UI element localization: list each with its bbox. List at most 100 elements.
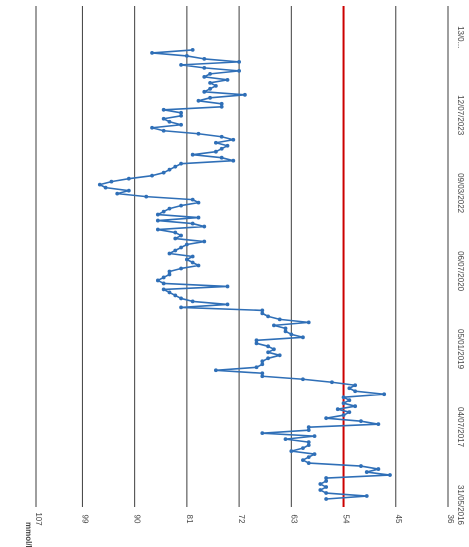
y-tick-label: 45	[394, 515, 403, 524]
data-point	[254, 365, 259, 370]
data-point	[301, 458, 305, 462]
data-point	[190, 254, 195, 259]
data-point	[219, 104, 224, 109]
data-point	[208, 86, 212, 91]
data-point	[179, 113, 183, 118]
data-point	[161, 170, 166, 175]
data-point	[190, 260, 195, 265]
data-point	[167, 167, 172, 172]
y-tick-label: 63	[289, 515, 298, 524]
data-point	[219, 155, 224, 160]
data-point	[190, 299, 195, 304]
data-point	[225, 284, 230, 289]
data-point	[155, 227, 160, 232]
data-point	[306, 320, 311, 325]
data-point	[260, 359, 265, 364]
data-point	[324, 476, 329, 480]
data-point	[341, 401, 346, 406]
data-point	[202, 74, 207, 79]
data-point	[353, 404, 358, 409]
y-tick-label: 81	[185, 515, 194, 524]
data-point	[202, 65, 207, 70]
data-point	[306, 455, 311, 459]
data-point	[150, 173, 154, 178]
data-point	[266, 350, 271, 355]
data-point	[173, 230, 178, 235]
data-point	[341, 413, 346, 418]
data-point	[277, 317, 282, 322]
data-point	[219, 101, 224, 106]
data-point	[347, 398, 352, 403]
data-point	[306, 428, 311, 433]
data-point	[388, 473, 392, 477]
x-tick-label: 05/01/2019	[456, 329, 465, 370]
data-point	[306, 461, 311, 465]
data-point	[161, 275, 166, 280]
data-point	[150, 125, 154, 130]
data-point	[231, 158, 236, 163]
data-point	[364, 494, 369, 498]
x-tick-label: 31/05/2016	[456, 485, 465, 526]
data-point	[266, 356, 271, 361]
data-point	[150, 51, 154, 55]
data-point	[260, 362, 265, 367]
data-point	[179, 266, 183, 271]
data-point	[347, 386, 352, 391]
data-point	[184, 257, 189, 262]
data-point	[103, 185, 108, 190]
data-point	[364, 470, 369, 474]
data-point	[196, 131, 201, 136]
data-point	[155, 212, 160, 217]
data-point	[330, 380, 334, 385]
data-point	[382, 392, 387, 397]
data-point	[196, 215, 201, 220]
data-point	[272, 347, 276, 352]
data-point	[161, 128, 166, 133]
data-point	[161, 281, 166, 286]
data-point	[306, 440, 311, 445]
data-point	[97, 182, 102, 187]
data-point	[213, 83, 218, 88]
x-tick-label: 04/07/2017	[456, 407, 465, 448]
data-point	[179, 62, 183, 67]
data-point	[225, 143, 230, 148]
data-point	[179, 296, 183, 301]
y-tick-label: 72	[237, 515, 246, 524]
data-point	[126, 176, 131, 181]
data-point	[243, 92, 247, 97]
data-point	[202, 56, 207, 61]
data-point	[318, 482, 323, 486]
series-line	[99, 49, 391, 500]
data-point	[179, 245, 183, 250]
data-point	[190, 152, 195, 157]
data-point	[167, 269, 172, 274]
data-point	[184, 54, 189, 58]
data-point	[144, 194, 149, 199]
data-point	[179, 161, 183, 166]
data-point	[179, 110, 183, 115]
data-point	[324, 485, 329, 489]
data-point	[301, 446, 305, 451]
x-tick-label: 09/03/2022	[456, 173, 465, 214]
data-point	[324, 497, 329, 501]
data-point	[312, 452, 317, 457]
data-point	[213, 149, 218, 154]
data-point	[272, 323, 276, 328]
data-point	[341, 395, 346, 400]
data-point	[260, 371, 265, 376]
data-point	[179, 203, 183, 208]
y-tick-label: 90	[133, 515, 142, 524]
data-point	[306, 425, 311, 430]
y-tick-label: 107	[34, 512, 43, 526]
gridlines	[35, 6, 449, 507]
data-point	[260, 374, 265, 379]
data-point	[109, 179, 114, 184]
y-tick-label: 36	[446, 515, 455, 524]
data-point	[260, 431, 265, 436]
data-point	[115, 191, 120, 196]
data-point	[231, 137, 236, 142]
data-point	[254, 341, 259, 346]
data-point	[289, 449, 294, 454]
data-point	[126, 188, 131, 193]
data-point	[301, 377, 305, 382]
